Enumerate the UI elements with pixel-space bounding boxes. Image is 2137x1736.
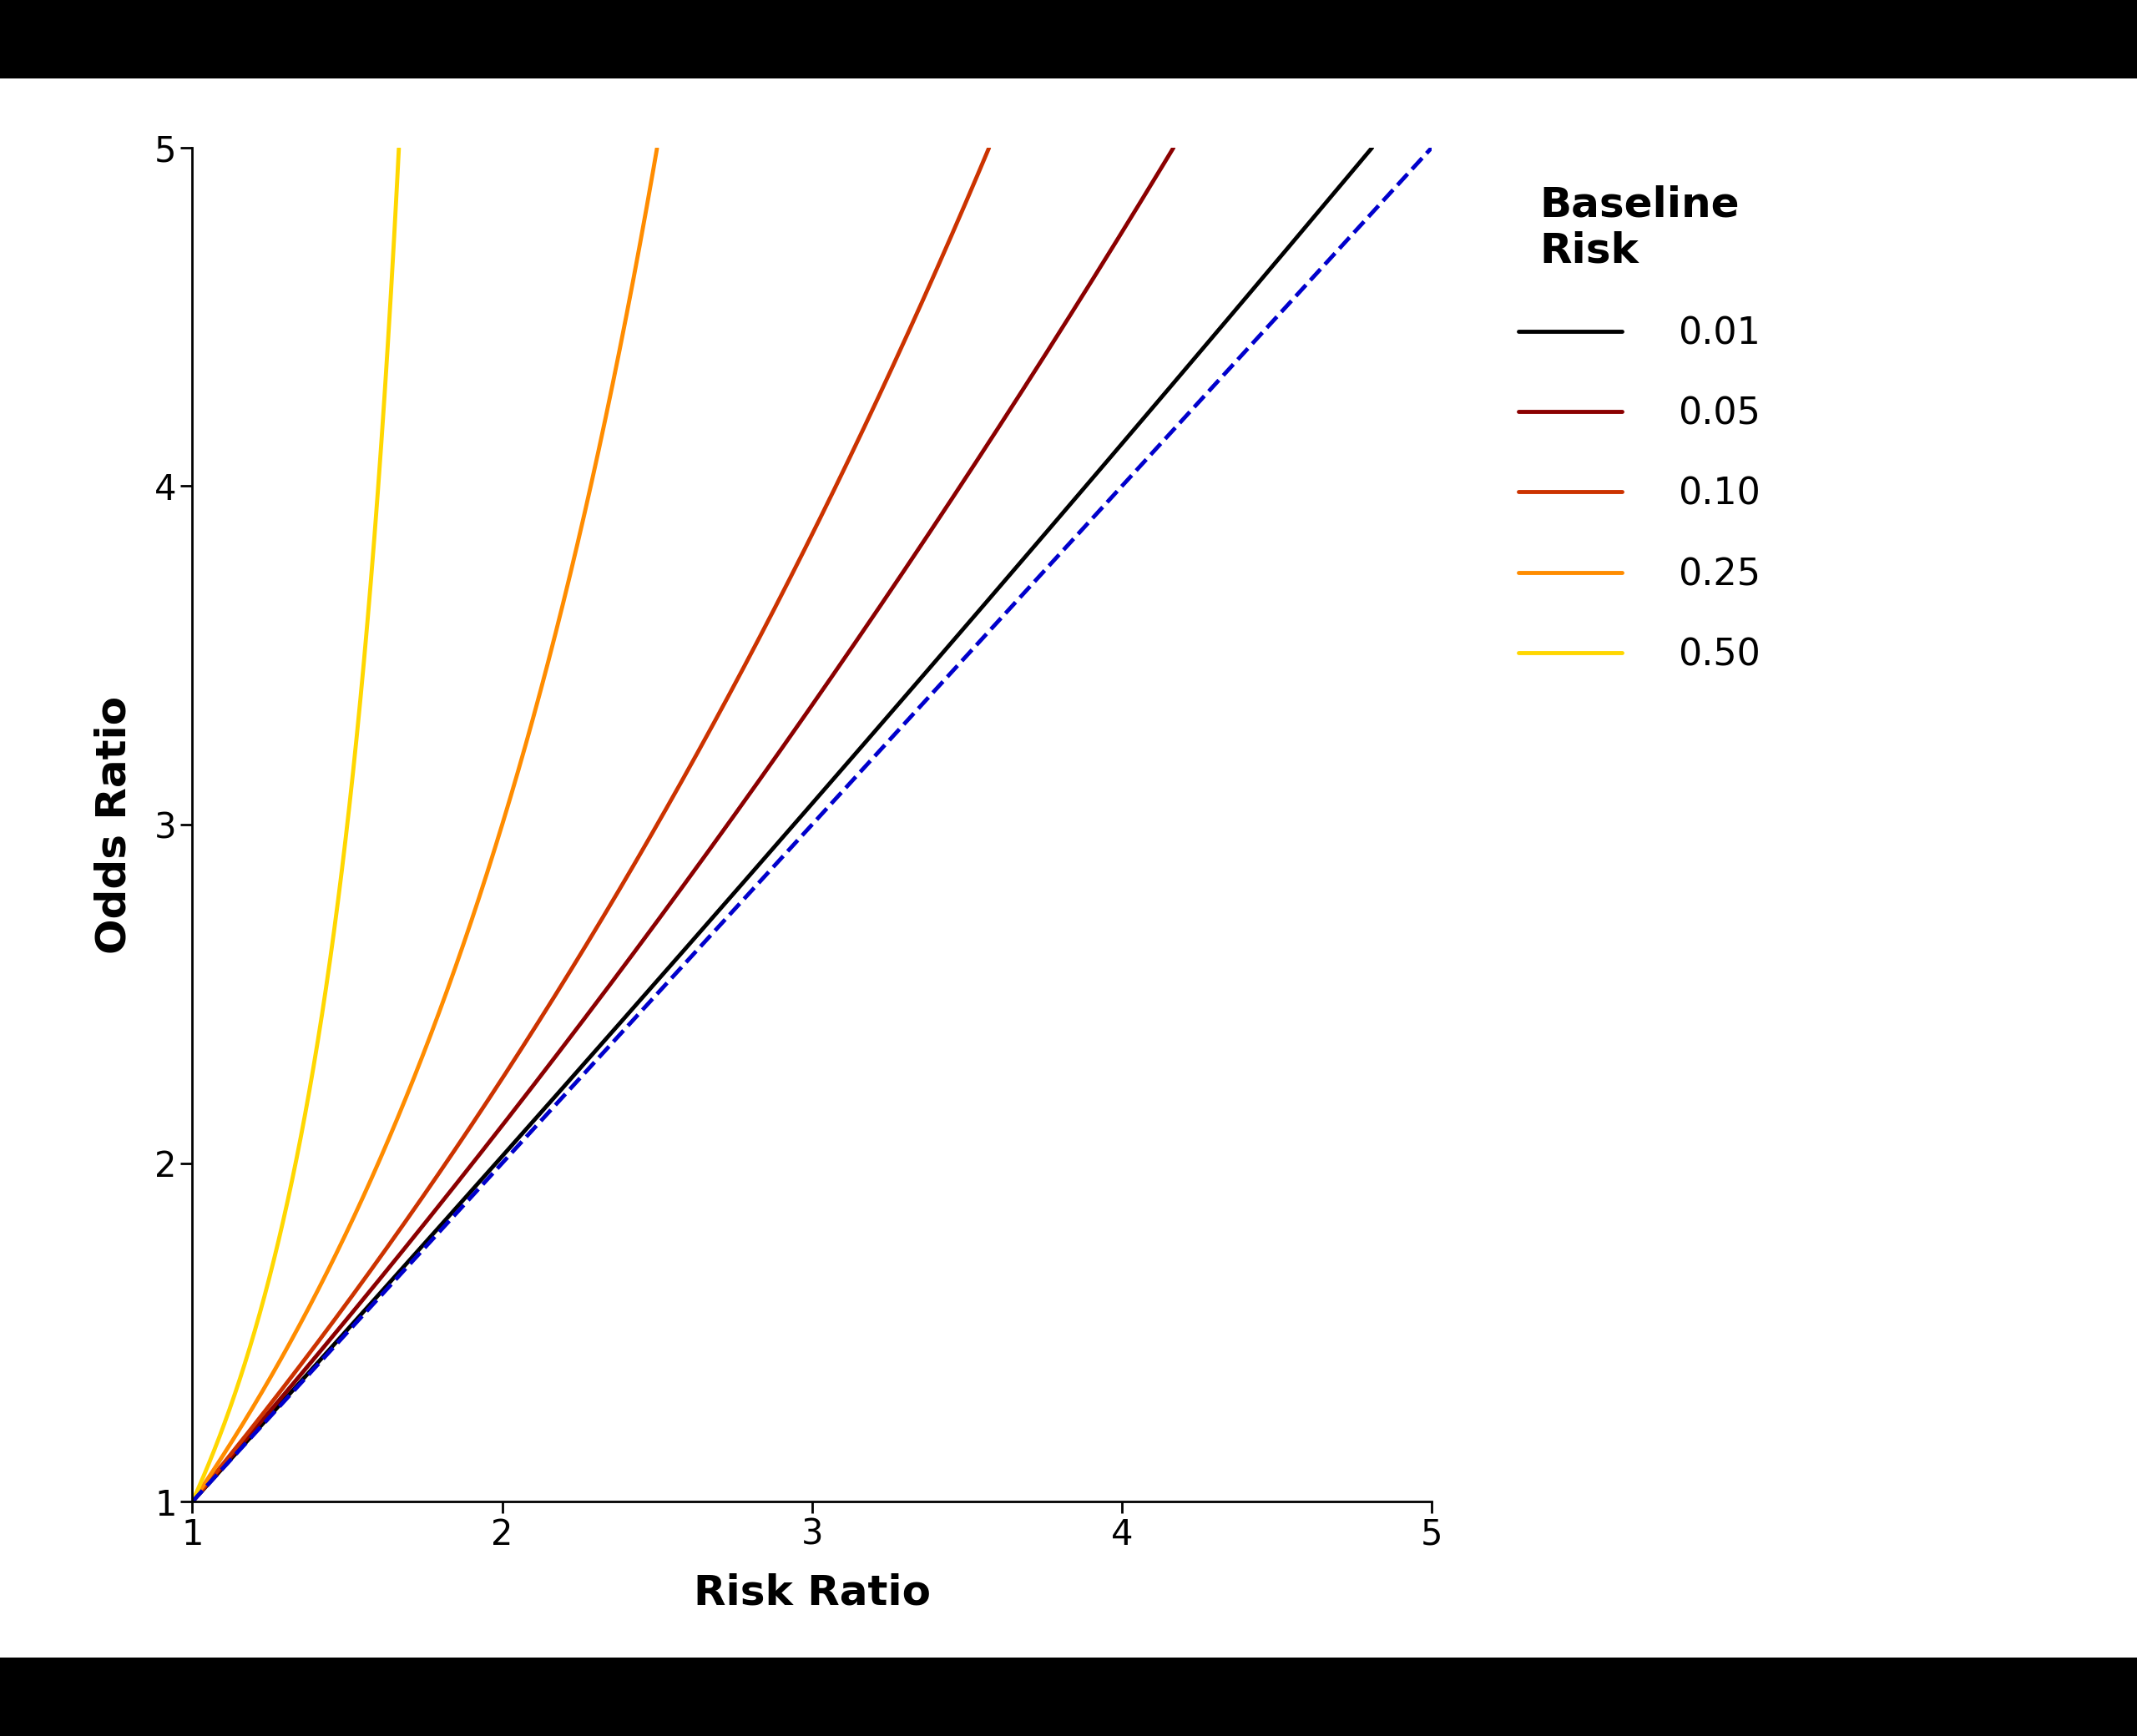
0.01 [1218,306,1244,326]
0.25 [558,561,583,582]
Line: 0.05: 0.05 [192,148,1173,1502]
0.50 [325,885,350,906]
0.10 [977,137,1002,158]
0.05 [1160,137,1186,158]
0.05 [312,1335,338,1356]
0.25 [303,1285,329,1305]
0.10 [180,1491,205,1512]
0.05 [1148,158,1173,179]
X-axis label: Risk Ratio: Risk Ratio [695,1573,930,1613]
0.10 [492,1064,517,1085]
Legend: 0.01, 0.05, 0.10, 0.25, 0.50: 0.01, 0.05, 0.10, 0.25, 0.50 [1500,167,1780,691]
0.50 [229,1361,254,1382]
0.50 [254,1274,280,1295]
0.25 [329,1231,355,1252]
Line: 0.25: 0.25 [192,149,656,1502]
0.01 [434,1208,459,1229]
Y-axis label: Odds Ratio: Odds Ratio [94,696,135,953]
Line: 0.10: 0.10 [192,148,989,1502]
0.25 [643,139,669,160]
0.05 [515,1082,541,1102]
0.10 [427,1160,453,1180]
0.10 [321,1311,346,1332]
0.25 [336,1217,361,1238]
0.01 [1280,233,1306,253]
0.50 [237,1338,263,1359]
0.10 [821,479,846,500]
0.10 [190,1479,216,1500]
Line: 0.01: 0.01 [192,148,1372,1502]
0.05 [878,580,904,601]
Line: 0.50: 0.50 [192,148,400,1502]
0.01 [1359,137,1385,158]
0.05 [1017,368,1043,389]
0.01 [318,1338,344,1359]
0.01 [784,812,810,833]
0.05 [737,783,763,804]
0.10 [667,774,692,795]
0.50 [227,1371,252,1392]
0.01 [1182,349,1207,370]
0.05 [180,1491,205,1512]
0.50 [387,137,412,158]
0.25 [180,1491,205,1512]
0.25 [361,1165,387,1186]
0.50 [321,925,346,946]
0.50 [180,1491,205,1512]
0.01 [180,1491,205,1512]
0.25 [506,757,532,778]
